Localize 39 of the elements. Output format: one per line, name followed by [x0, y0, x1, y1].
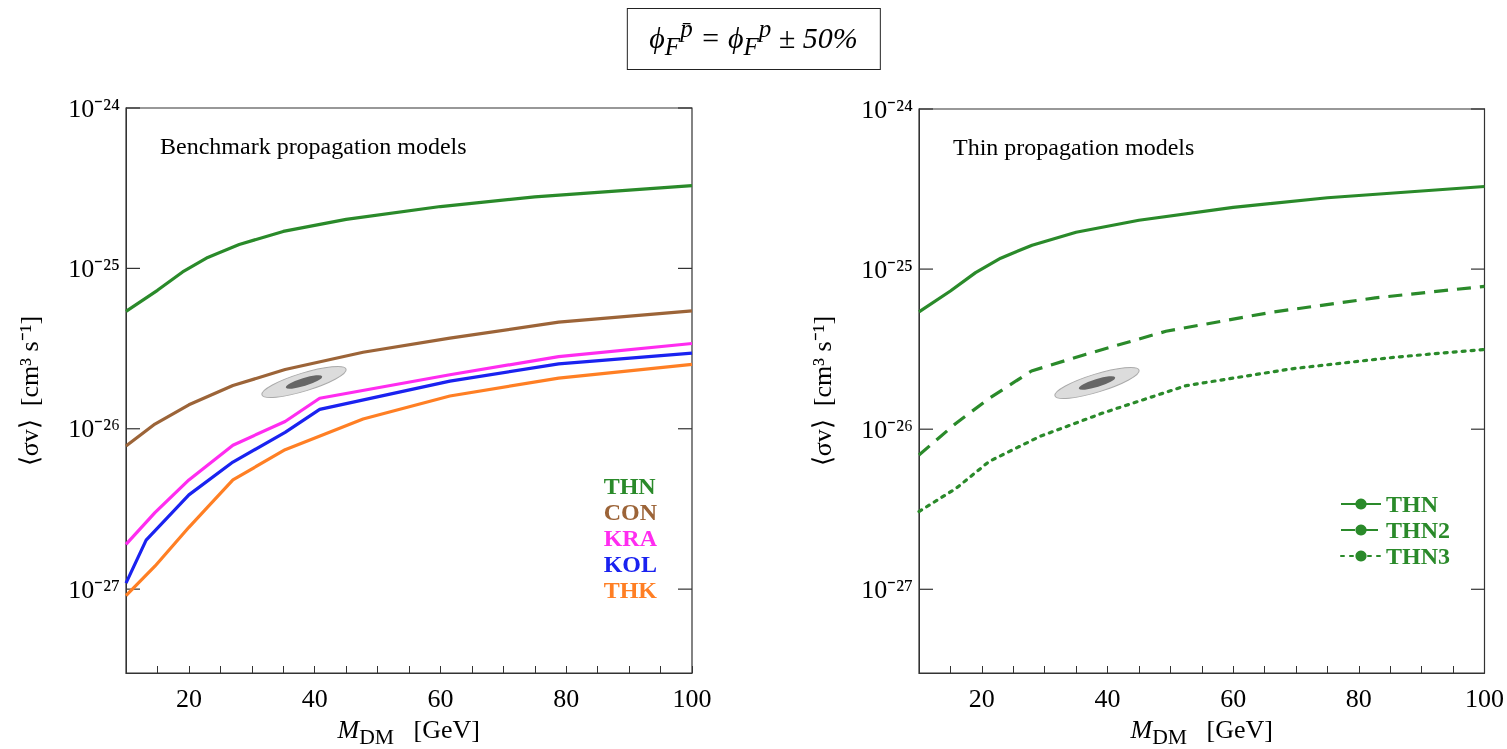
y-tick-label: 10⁻²⁶ [861, 414, 913, 444]
y-tick-label: 10⁻²⁶ [68, 414, 120, 444]
annotation: Benchmark propagation models [160, 133, 467, 159]
text: THN [603, 473, 657, 499]
y-tick-label: 10⁻²⁷ [68, 574, 120, 604]
y-axis-title: ⟨σv⟩ [cm³ s⁻¹] [14, 315, 46, 466]
x-tick-label: 20 [968, 683, 995, 713]
y-tick-label: 10⁻²⁵ [861, 254, 913, 284]
line-series [124, 341, 694, 547]
line-series [917, 347, 1487, 514]
y-tick-label: 10⁻²⁴ [861, 94, 913, 124]
legend-label: THN [1385, 491, 1439, 517]
x-tick-label: 100 [1465, 683, 1504, 713]
x-tick-label: 40 [1094, 683, 1121, 713]
x-axis-title: M$_{DM}$ [GeV] [1130, 715, 1273, 749]
x-tick-label: 80 [1345, 683, 1372, 713]
y-tick-label: 10⁻²⁵ [68, 253, 120, 283]
line-series [124, 184, 694, 313]
text: THK [603, 577, 658, 603]
line-series [917, 184, 1487, 314]
x-tick-label: 60 [1220, 683, 1247, 713]
text: CON [603, 499, 658, 525]
y-tick-label: 10⁻²⁴ [68, 93, 120, 123]
text: ϕ$_{F}$$^{p̄}$ = ϕ$_{F}$$^{p}$ ± 50% [626, 8, 881, 70]
x-tick-label: 60 [427, 683, 454, 713]
text: KRA [603, 525, 658, 551]
x-tick-label: 100 [672, 683, 712, 713]
x-tick-label: 40 [301, 683, 328, 713]
legend-label: THN3 [1385, 543, 1451, 569]
y-axis-title: ⟨σv⟩ [cm³ s⁻¹] [807, 315, 839, 467]
annotation: Thin propagation models [953, 134, 1195, 160]
text: KOL [603, 551, 657, 577]
y-tick-label: 10⁻²⁷ [861, 574, 913, 604]
line-series [917, 284, 1487, 457]
legend-label: THN2 [1385, 517, 1451, 543]
line-series [124, 309, 694, 448]
x-axis-title: M$_{DM}$ [GeV] [337, 715, 480, 749]
x-tick-label: 20 [175, 683, 202, 713]
x-tick-label: 80 [553, 683, 580, 713]
